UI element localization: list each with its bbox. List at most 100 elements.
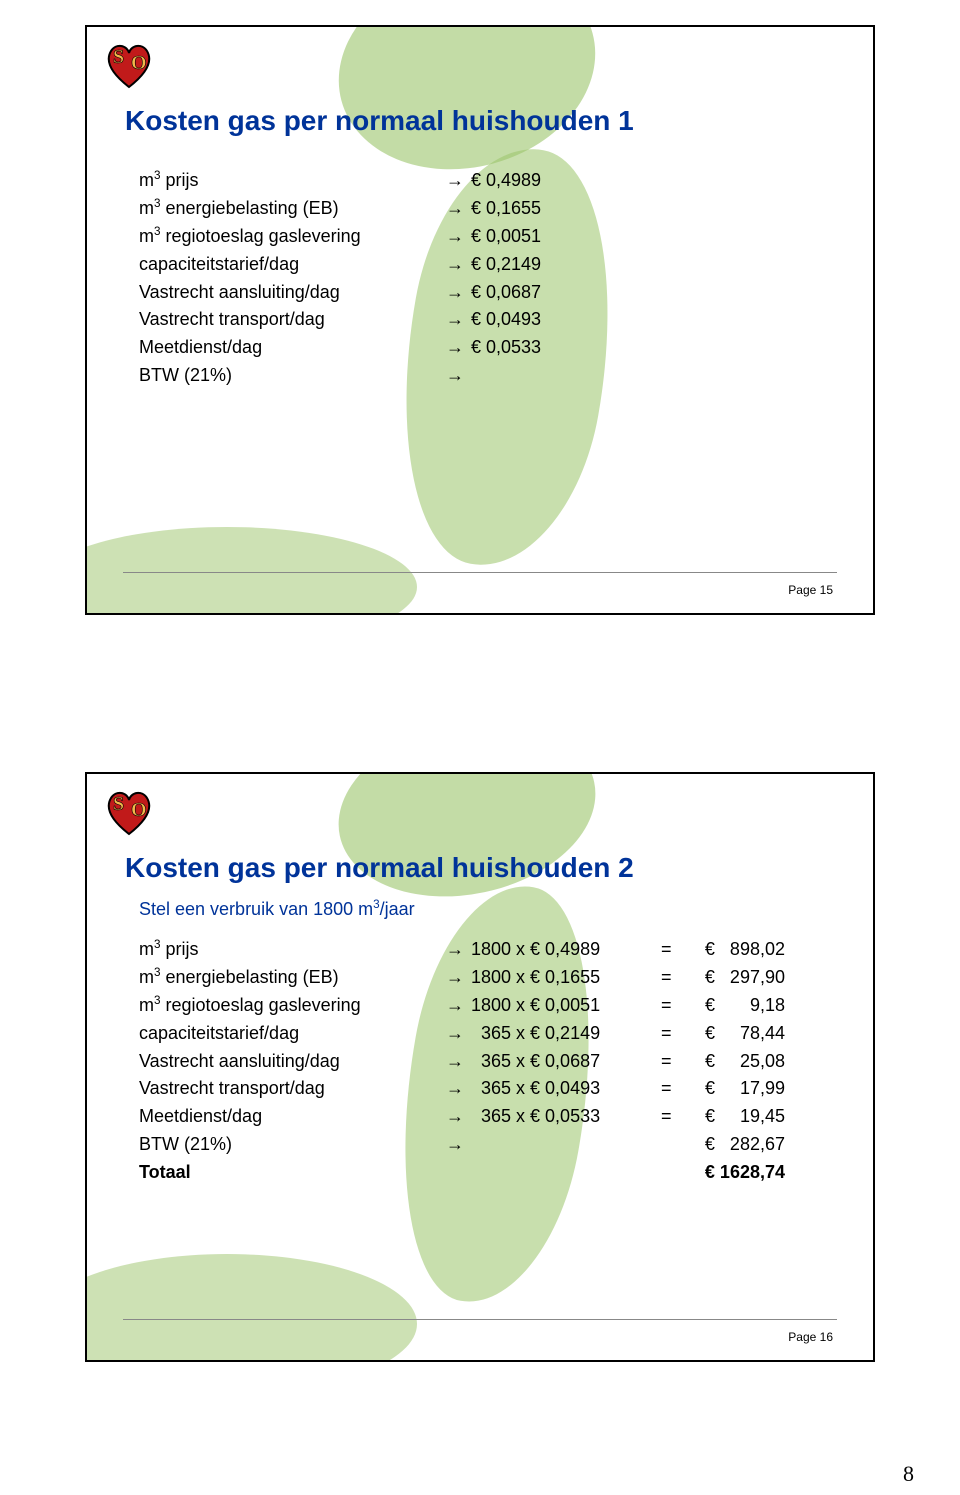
cost-label: capaciteitstarief/dag (139, 251, 439, 279)
total-label: Totaal (139, 1159, 439, 1187)
arrow-icon: → (439, 936, 471, 964)
table-row: Vastrecht transport/dag→€ 0,0493 (139, 306, 571, 334)
arrow-icon: → (439, 1103, 471, 1131)
cost-value: € 0,0493 (471, 306, 571, 334)
calc-expression: 365 x € 0,0687 (471, 1048, 661, 1076)
cost-label: Meetdienst/dag (139, 334, 439, 362)
arrow-icon: → (439, 964, 471, 992)
table-row: m3 regiotoeslag gaslevering→1800 x € 0,0… (139, 992, 785, 1020)
cost-label: Vastrecht aansluiting/dag (139, 279, 439, 307)
total-row: Totaal € 1628,74 (139, 1159, 785, 1187)
table-row: m3 energiebelasting (EB)→€ 0,1655 (139, 195, 571, 223)
equals-sign: = (661, 992, 681, 1020)
cost-label: Vastrecht aansluiting/dag (139, 1048, 439, 1076)
arrow-icon: → (439, 1075, 471, 1103)
arrow-icon: → (439, 251, 471, 279)
table-row: capaciteitstarief/dag→€ 0,2149 (139, 251, 571, 279)
document-page-number: 8 (903, 1461, 914, 1487)
cost-label: Vastrecht transport/dag (139, 1075, 439, 1103)
table-row: Meetdienst/dag→ 365 x € 0,0533=€ 19,45 (139, 1103, 785, 1131)
calc-result: € 282,67 (681, 1131, 785, 1159)
arrow-icon: → (439, 1020, 471, 1048)
divider (123, 572, 837, 573)
arrow-icon: → (439, 223, 471, 251)
slide-title: Kosten gas per normaal huishouden 1 (125, 105, 634, 137)
cost-value: € 0,0051 (471, 223, 571, 251)
page-1: S O Kosten gas per normaal huishouden 1 … (0, 0, 960, 747)
cost-label: m3 prijs (139, 936, 439, 964)
table-row: Meetdienst/dag→€ 0,0533 (139, 334, 571, 362)
cost-label: m3 regiotoeslag gaslevering (139, 992, 439, 1020)
table-row: BTW (21%)→ € 282,67 (139, 1131, 785, 1159)
cost-label: capaciteitstarief/dag (139, 1020, 439, 1048)
calc-result: € 297,90 (681, 964, 785, 992)
arrow-icon: → (439, 306, 471, 334)
table-row: capaciteitstarief/dag→ 365 x € 0,2149=€ … (139, 1020, 785, 1048)
divider (123, 1319, 837, 1320)
page-2: S O Kosten gas per normaal huishouden 2 … (0, 747, 960, 1495)
cost-value: € 0,1655 (471, 195, 571, 223)
cost-label: BTW (21%) (139, 362, 439, 390)
equals-sign: = (661, 1048, 681, 1076)
svg-text:O: O (131, 799, 147, 821)
arrow-icon: → (439, 992, 471, 1020)
bg-shape (85, 527, 417, 615)
arrow-icon: → (439, 1048, 471, 1076)
calc-result: € 17,99 (681, 1075, 785, 1103)
logo-icon: S O (101, 37, 157, 93)
table-row: Vastrecht aansluiting/dag→ 365 x € 0,068… (139, 1048, 785, 1076)
cost-label: BTW (21%) (139, 1131, 439, 1159)
slide-page-number: Page 16 (788, 1330, 833, 1344)
slide-1: S O Kosten gas per normaal huishouden 1 … (85, 25, 875, 615)
equals-sign: = (661, 1075, 681, 1103)
calc-expression: 1800 x € 0,0051 (471, 992, 661, 1020)
table-row: m3 prijs→€ 0,4989 (139, 167, 571, 195)
cost-value: € 0,2149 (471, 251, 571, 279)
cost-table-2: m3 prijs→1800 x € 0,4989=€ 898,02m3 ener… (139, 936, 785, 1187)
cost-value: € 0,0687 (471, 279, 571, 307)
table-row: Vastrecht aansluiting/dag→€ 0,0687 (139, 279, 571, 307)
calc-expression: 365 x € 0,2149 (471, 1020, 661, 1048)
arrow-icon: → (439, 167, 471, 195)
cost-label: m3 energiebelasting (EB) (139, 964, 439, 992)
calc-expression: 365 x € 0,0533 (471, 1103, 661, 1131)
svg-text:S: S (113, 46, 124, 68)
arrow-icon: → (439, 279, 471, 307)
table-row: m3 prijs→1800 x € 0,4989=€ 898,02 (139, 936, 785, 964)
arrow-icon: → (439, 195, 471, 223)
calc-result: € 25,08 (681, 1048, 785, 1076)
calc-result: € 19,45 (681, 1103, 785, 1131)
svg-text:S: S (113, 793, 124, 815)
svg-text:O: O (131, 52, 147, 74)
arrow-icon: → (439, 362, 471, 390)
slide-2: S O Kosten gas per normaal huishouden 2 … (85, 772, 875, 1362)
cost-label: Vastrecht transport/dag (139, 306, 439, 334)
cost-value: € 0,0533 (471, 334, 571, 362)
calc-result: € 9,18 (681, 992, 785, 1020)
calc-expression: 1800 x € 0,4989 (471, 936, 661, 964)
cost-label: Meetdienst/dag (139, 1103, 439, 1131)
slide-title: Kosten gas per normaal huishouden 2 (125, 852, 634, 884)
table-row: m3 energiebelasting (EB)→1800 x € 0,1655… (139, 964, 785, 992)
table-row: Vastrecht transport/dag→ 365 x € 0,0493=… (139, 1075, 785, 1103)
calc-result: € 78,44 (681, 1020, 785, 1048)
total-value: € 1628,74 (681, 1159, 785, 1187)
calc-result: € 898,02 (681, 936, 785, 964)
table-row: BTW (21%)→ (139, 362, 571, 390)
cost-table-1: m3 prijs→€ 0,4989m3 energiebelasting (EB… (139, 167, 571, 390)
cost-label: m3 prijs (139, 167, 439, 195)
table-row: m3 regiotoeslag gaslevering→€ 0,0051 (139, 223, 571, 251)
equals-sign: = (661, 936, 681, 964)
calc-expression: 1800 x € 0,1655 (471, 964, 661, 992)
slide-page-number: Page 15 (788, 583, 833, 597)
calc-expression: 365 x € 0,0493 (471, 1075, 661, 1103)
logo-icon: S O (101, 784, 157, 840)
cost-label: m3 regiotoeslag gaslevering (139, 223, 439, 251)
equals-sign: = (661, 964, 681, 992)
equals-sign: = (661, 1103, 681, 1131)
arrow-icon: → (439, 1131, 471, 1159)
arrow-icon: → (439, 334, 471, 362)
slide-subtitle: Stel een verbruik van 1800 m3/jaar (139, 898, 415, 920)
bg-shape (85, 1254, 417, 1362)
cost-label: m3 energiebelasting (EB) (139, 195, 439, 223)
